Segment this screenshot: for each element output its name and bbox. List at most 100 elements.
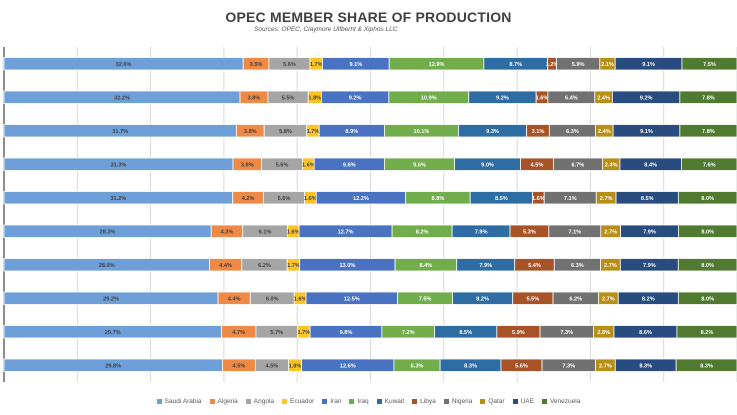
data-label: 9.2% bbox=[496, 96, 509, 102]
data-label: 4.5% bbox=[266, 364, 279, 370]
data-label: 6.4% bbox=[565, 96, 578, 102]
data-label: 2.4% bbox=[597, 96, 610, 102]
data-label: 32.2% bbox=[114, 96, 130, 102]
legend-item: Kuwait bbox=[376, 398, 405, 405]
data-label: 8.5% bbox=[495, 196, 508, 202]
data-label: 8.0% bbox=[701, 230, 714, 236]
legend-item: Algeria bbox=[209, 398, 238, 405]
data-label: 8.8% bbox=[432, 196, 445, 202]
data-label: 8.5% bbox=[641, 196, 654, 202]
legend-label: Iran bbox=[330, 398, 342, 405]
data-label: 3.8% bbox=[248, 96, 261, 102]
legend-label: Qatar bbox=[488, 398, 505, 405]
legend-swatch bbox=[480, 398, 486, 404]
data-label: 5.9% bbox=[512, 330, 525, 336]
legend-swatch bbox=[512, 398, 518, 404]
data-label: 5.6% bbox=[515, 364, 528, 370]
legend-swatch bbox=[282, 398, 288, 404]
data-label: 4.5% bbox=[233, 364, 246, 370]
data-label: 6.3% bbox=[571, 263, 584, 269]
legend-label: Algeria bbox=[217, 398, 238, 405]
data-label: 1.6% bbox=[532, 196, 545, 202]
data-label: 9.1% bbox=[642, 62, 655, 68]
legend-swatch bbox=[156, 398, 162, 404]
data-label: 8.0% bbox=[701, 297, 714, 303]
legend-swatch bbox=[376, 398, 382, 404]
data-label: 31.3% bbox=[111, 163, 127, 169]
data-label: 1.6% bbox=[304, 196, 317, 202]
data-label: 5.7% bbox=[270, 330, 283, 336]
legend-label: Nigeria bbox=[451, 398, 473, 405]
legend-item: Venezuela bbox=[541, 398, 581, 405]
data-label: 28.3% bbox=[100, 230, 116, 236]
data-label: 6.3% bbox=[411, 364, 424, 370]
data-label: 7.5% bbox=[419, 297, 432, 303]
data-label: 1.2% bbox=[546, 62, 559, 68]
bar-segment bbox=[675, 358, 737, 372]
legend-label: Libya bbox=[420, 398, 436, 405]
data-label: 1.7% bbox=[310, 62, 323, 68]
data-label: 8.3% bbox=[464, 364, 477, 370]
data-label: 8.4% bbox=[420, 263, 433, 269]
data-label: 5.8% bbox=[279, 129, 292, 135]
data-label: 7.2% bbox=[402, 330, 415, 336]
data-label: 1.7% bbox=[307, 129, 320, 135]
legend-swatch bbox=[541, 398, 547, 404]
bar-segment bbox=[681, 157, 737, 171]
data-label: 9.6% bbox=[343, 163, 356, 169]
legend-swatch bbox=[349, 398, 355, 404]
data-label: 3.9% bbox=[241, 163, 254, 169]
data-label: 3.1% bbox=[532, 129, 545, 135]
data-label: 6.3% bbox=[566, 129, 579, 135]
legend-label: UAE bbox=[520, 398, 534, 405]
data-label: 9.2% bbox=[640, 96, 653, 102]
data-label: 1.8% bbox=[308, 96, 321, 102]
data-label: 5.4% bbox=[528, 263, 541, 269]
data-label: 7.9% bbox=[643, 230, 656, 236]
legend-label: Kuwait bbox=[384, 398, 405, 405]
legend-swatch bbox=[322, 398, 328, 404]
data-label: 2.7% bbox=[600, 196, 613, 202]
data-label: 1.6% bbox=[294, 297, 307, 303]
data-label: 5.9% bbox=[572, 62, 585, 68]
data-label: 1.8% bbox=[289, 364, 302, 370]
legend-label: Venezuela bbox=[549, 398, 581, 405]
data-label: 8.9% bbox=[345, 129, 358, 135]
data-label: 2.7% bbox=[599, 364, 612, 370]
data-label: 7.9% bbox=[643, 263, 656, 269]
legend-swatch bbox=[412, 398, 418, 404]
legend-item: Libya bbox=[412, 398, 436, 405]
data-label: 7.8% bbox=[702, 96, 715, 102]
data-label: 4.2% bbox=[242, 196, 255, 202]
data-label: 1.7% bbox=[297, 330, 310, 336]
data-label: 10.9% bbox=[421, 96, 437, 102]
data-label: 4.5% bbox=[531, 163, 544, 169]
data-label: 6.2% bbox=[258, 263, 271, 269]
data-label: 31.2% bbox=[110, 196, 126, 202]
legend-item: Nigeria bbox=[443, 398, 473, 405]
data-label: 7.1% bbox=[564, 196, 577, 202]
data-label: 9.8% bbox=[340, 330, 353, 336]
data-label: 9.1% bbox=[349, 62, 362, 68]
legend-swatch bbox=[443, 398, 449, 404]
chart-legend: Saudi Arabia Algeria Angola Ecuador Iran Iraq… bbox=[0, 398, 737, 405]
data-label: 9.2% bbox=[349, 96, 362, 102]
legend-item: UAE bbox=[512, 398, 534, 405]
data-label: 8.6% bbox=[639, 330, 652, 336]
data-label: 29.7% bbox=[105, 330, 121, 336]
data-label: 8.3% bbox=[700, 364, 713, 370]
data-label: 7.9% bbox=[479, 263, 492, 269]
data-label: 3.8% bbox=[244, 129, 257, 135]
data-label: 7.1% bbox=[568, 230, 581, 236]
legend-label: Saudi Arabia bbox=[164, 398, 202, 405]
data-label: 29.2% bbox=[103, 297, 119, 303]
data-label: 8.0% bbox=[701, 196, 714, 202]
data-label: 6.0% bbox=[266, 297, 279, 303]
data-label: 29.8% bbox=[105, 364, 121, 370]
data-label: 8.2% bbox=[476, 297, 489, 303]
data-label: 4.7% bbox=[232, 330, 245, 336]
data-label: 7.3% bbox=[562, 364, 575, 370]
data-label: 2.7% bbox=[604, 230, 617, 236]
data-label: 5.3% bbox=[523, 230, 536, 236]
legend-swatch bbox=[209, 398, 215, 404]
